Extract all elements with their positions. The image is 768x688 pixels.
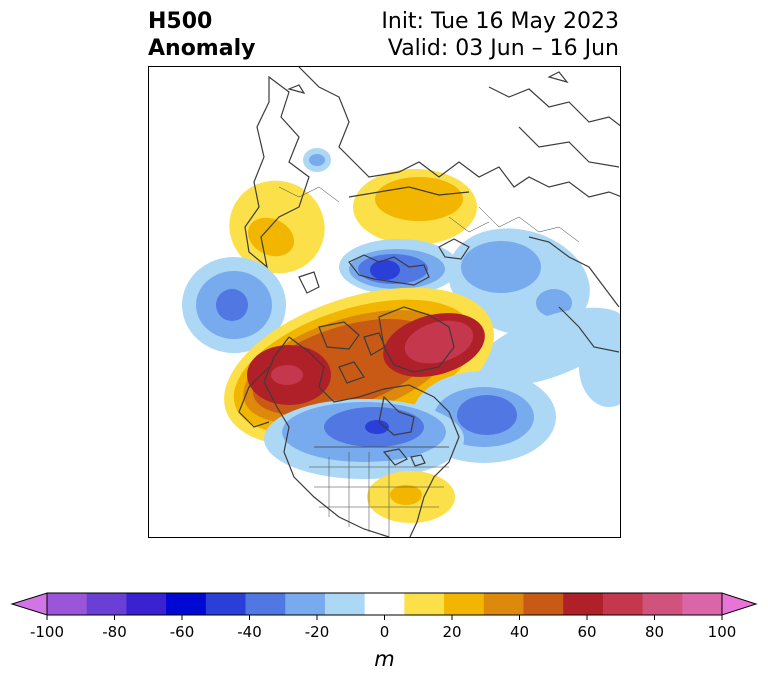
colorbar-segment [682, 593, 723, 615]
colorbar-tick-label: 20 [442, 623, 461, 641]
colorbar-segment [245, 593, 286, 615]
colorbar-extension-max [721, 592, 758, 616]
colorbar-tick-label: -100 [30, 623, 64, 641]
colorbar-ticks: -100 -80 -60 -40 -20 0 20 40 60 80 100 [30, 615, 736, 641]
colorbar-segment [404, 593, 445, 615]
colorbar-segment [205, 593, 247, 615]
field-label: Anomaly [148, 36, 256, 61]
chart-title-left: H500 Anomaly [148, 8, 255, 62]
colorbar-tick-label: 0 [380, 623, 390, 641]
map-canvas [182, 67, 620, 537]
colorbar-tick-label: -80 [102, 623, 127, 641]
colorbar-extension-min [10, 592, 48, 616]
colorbar-unit-label: m [374, 647, 394, 671]
colorbar-segment [642, 593, 683, 615]
coastlines-layer [238, 67, 620, 537]
anomaly-canada-positive [224, 287, 494, 447]
anomaly-pacific-negative [579, 327, 620, 407]
colorbar-segment [602, 593, 644, 615]
colorbar-segment [166, 593, 207, 615]
colorbar-segment [563, 593, 604, 615]
colorbar-segment [483, 593, 524, 615]
colorbar-svg: -100 -80 -60 -40 -20 0 20 40 60 80 100 m [10, 592, 758, 671]
colorbar-segment [324, 593, 366, 615]
init-date-label: Init: Tue 16 May 2023 [381, 9, 619, 34]
colorbar-tick-label: 40 [510, 623, 529, 641]
colorbar-segment [126, 593, 167, 615]
colorbar-segments [47, 593, 723, 615]
colorbar-tick-label: -20 [305, 623, 330, 641]
colorbar: -100 -80 -60 -40 -20 0 20 40 60 80 100 m [0, 588, 768, 684]
colorbar-segment [364, 593, 405, 615]
variable-label: H500 [148, 9, 213, 34]
colorbar-segment [86, 593, 127, 615]
colorbar-tick-label: 60 [577, 623, 596, 641]
colorbar-tick-label: -40 [237, 623, 262, 641]
colorbar-tick-label: -60 [170, 623, 195, 641]
colorbar-segment [285, 593, 326, 615]
chart-title-right: Init: Tue 16 May 2023 Valid: 03 Jun – 16… [381, 8, 619, 62]
colorbar-tick-label: 80 [645, 623, 664, 641]
colorbar-segment [47, 593, 88, 615]
colorbar-segment [523, 593, 564, 615]
anomaly-map [148, 66, 621, 538]
valid-date-label: Valid: 03 Jun – 16 Jun [387, 36, 619, 61]
colorbar-segment [444, 593, 485, 615]
colorbar-tick-label: 100 [708, 623, 737, 641]
